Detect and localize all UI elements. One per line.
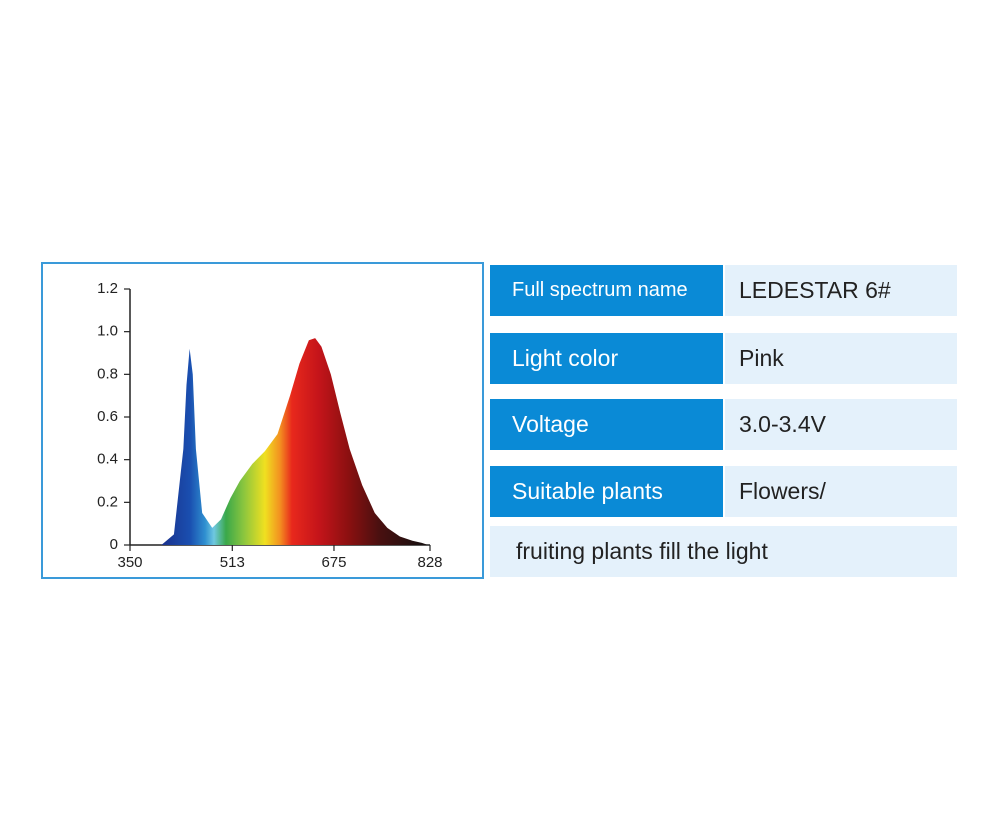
table-key: Light color xyxy=(490,333,723,384)
table-value: Flowers/ xyxy=(725,466,957,517)
chart-frame xyxy=(41,262,484,579)
table-value: 3.0-3.4V xyxy=(725,399,957,450)
y-tick-label: 0.2 xyxy=(97,493,118,510)
y-tick-label: 0.8 xyxy=(97,365,118,382)
spectrum-area xyxy=(161,338,429,545)
table-key: Suitable plants xyxy=(490,466,723,517)
table-key: Full spectrum name xyxy=(490,265,723,316)
x-tick-label: 675 xyxy=(321,554,346,571)
y-tick-label: 0 xyxy=(110,536,118,553)
x-tick-label: 828 xyxy=(417,554,442,571)
y-tick-label: 1.2 xyxy=(97,280,118,297)
table-note: fruiting plants fill the light xyxy=(490,526,957,577)
table-value: LEDESTAR 6# xyxy=(725,265,957,316)
y-tick-label: 1.0 xyxy=(97,323,118,340)
x-tick-label: 350 xyxy=(117,554,142,571)
table-key: Voltage xyxy=(490,399,723,450)
x-tick-label: 513 xyxy=(220,554,245,571)
table-value: Pink xyxy=(725,333,957,384)
y-tick-label: 0.4 xyxy=(97,451,118,468)
y-tick-label: 0.6 xyxy=(97,408,118,425)
